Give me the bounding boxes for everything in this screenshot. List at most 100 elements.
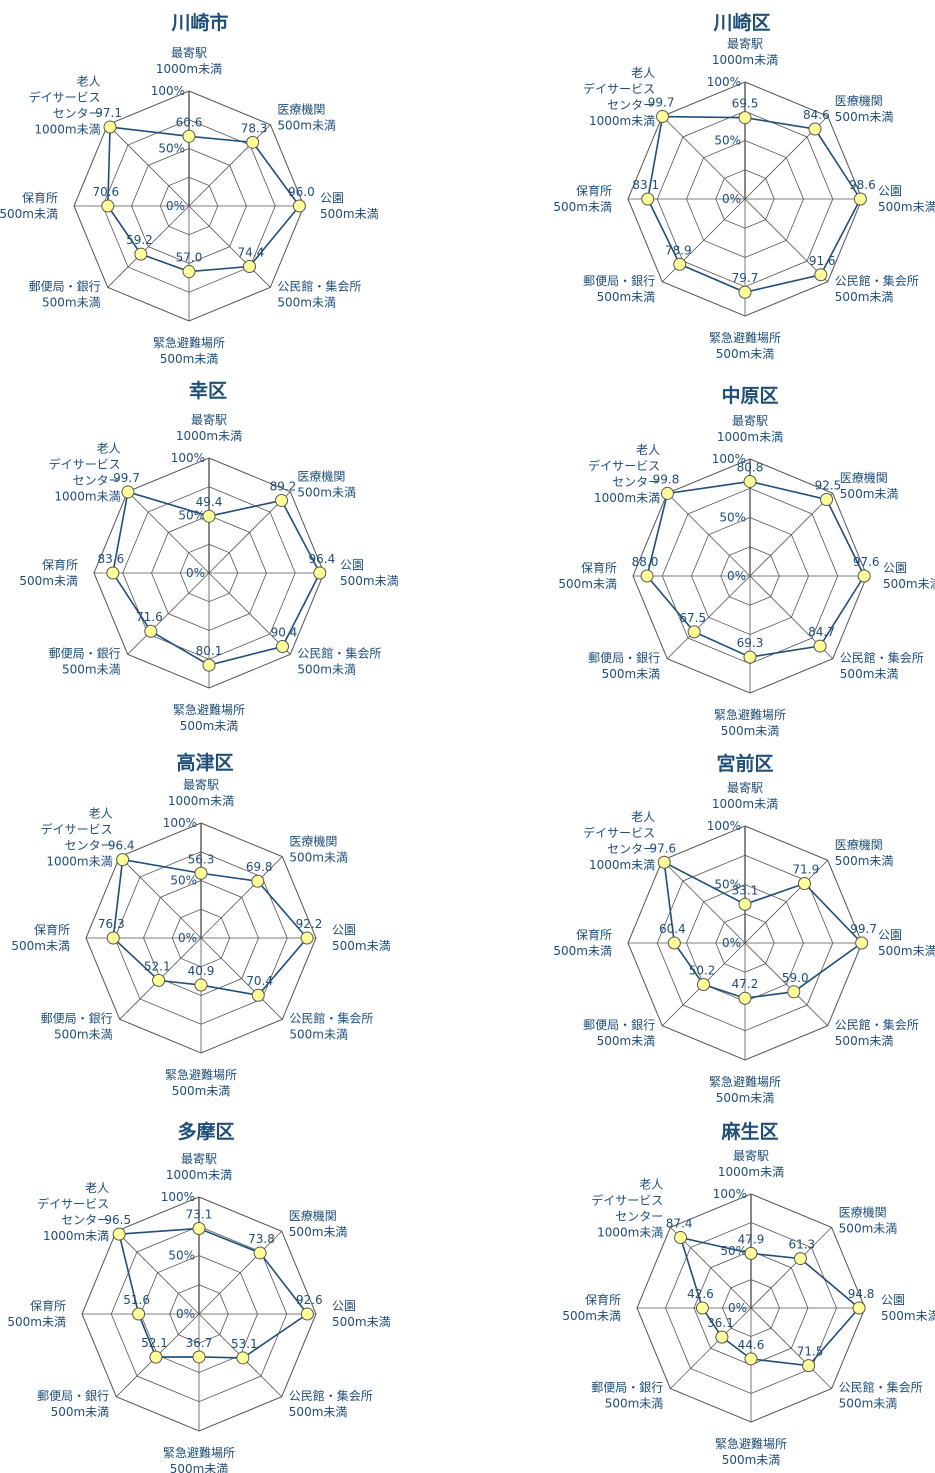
chart-2-ring-label: 0% bbox=[186, 566, 205, 580]
chart-5-axis-label: 保育所 500m未満 bbox=[553, 927, 612, 958]
chart-2-spoke bbox=[127, 491, 210, 574]
chart-4-ring-label: 100% bbox=[163, 816, 197, 830]
chart-3-value-label: 92.5 bbox=[815, 478, 842, 492]
chart-3-ring-label: 100% bbox=[712, 452, 746, 466]
chart-4-value-label: 76.3 bbox=[98, 917, 125, 931]
chart-5-axis-label: 公民館・集会所 500m未満 bbox=[835, 1017, 919, 1048]
chart-1-point bbox=[808, 122, 822, 136]
chart-5-axis-label: 郵便局・銀行 500m未満 bbox=[583, 1018, 655, 1048]
chart-6-axis-label: 郵便局・銀行 500m未満 bbox=[37, 1389, 109, 1419]
chart-3-spoke bbox=[666, 575, 751, 660]
chart-6-value-label: 52.1 bbox=[141, 1336, 168, 1350]
chart-0-value-label: 74.4 bbox=[238, 246, 265, 260]
chart-5-ring-label: 50% bbox=[714, 878, 741, 892]
chart-2-axis-label: 保育所 500m未満 bbox=[19, 557, 78, 588]
chart-5-point bbox=[657, 855, 671, 869]
chart-7-axis-label: 保育所 500m未満 bbox=[562, 1292, 621, 1323]
chart-7-axis-label: 公民館・集会所 500m未満 bbox=[839, 1380, 923, 1411]
chart-3-axis-label: 郵便局・銀行 500m未満 bbox=[588, 651, 660, 681]
chart-4-value-label: 40.9 bbox=[188, 964, 215, 978]
chart-5-point bbox=[787, 985, 801, 999]
chart-7-point bbox=[852, 1301, 866, 1315]
chart-2-point bbox=[202, 509, 216, 523]
chart-6-axis-label: 最寄駅 1000m未満 bbox=[166, 1151, 232, 1182]
chart-0-point bbox=[103, 120, 117, 134]
chart-5-value-label: 50.2 bbox=[689, 964, 716, 978]
chart-3-value-label: 69.3 bbox=[737, 636, 764, 650]
chart-7-axis-label: 緊急避難場所 500m未満 bbox=[715, 1436, 787, 1467]
chart-1-axis-label: 医療機関 500m未満 bbox=[835, 93, 894, 124]
chart-7-point bbox=[744, 1352, 758, 1366]
chart-2-value-label: 83.6 bbox=[98, 552, 125, 566]
chart-2-axis-label: 医療機関 500m未満 bbox=[297, 469, 356, 500]
chart-7-value-label: 42.6 bbox=[687, 1287, 714, 1301]
chart-3-axis-label: 保育所 500m未満 bbox=[558, 560, 617, 591]
chart-5-value-label: 99.7 bbox=[850, 922, 877, 936]
chart-1-point bbox=[814, 268, 828, 282]
chart-5-point bbox=[738, 897, 752, 911]
chart-3-axis-label: 医療機関 500m未満 bbox=[840, 470, 899, 501]
chart-0-value-label: 60.6 bbox=[176, 115, 203, 129]
chart-3-ring-label: 0% bbox=[727, 569, 746, 583]
chart-2-ring-label: 100% bbox=[171, 451, 205, 465]
chart-0-spoke bbox=[188, 205, 271, 288]
chart-1-value-label: 91.6 bbox=[809, 254, 836, 268]
chart-0-point bbox=[182, 265, 196, 279]
chart-6-point bbox=[300, 1307, 314, 1321]
chart-4-point bbox=[116, 853, 130, 867]
chart-2-point bbox=[144, 624, 158, 638]
chart-1-value-label: 69.5 bbox=[732, 97, 759, 111]
chart-6-ring-label: 100% bbox=[161, 1190, 195, 1204]
chart-4-ring-label: 0% bbox=[178, 931, 197, 945]
chart-0-value-label: 59.2 bbox=[126, 233, 153, 247]
chart-7-axis-label: 郵便局・銀行 500m未満 bbox=[591, 1381, 663, 1411]
chart-2-value-label: 49.4 bbox=[196, 495, 223, 509]
chart-7-axis-label: 公園 500m未満 bbox=[881, 1293, 935, 1323]
chart-2-value-label: 89.2 bbox=[270, 479, 297, 493]
chart-3-value-label: 80.8 bbox=[737, 460, 764, 474]
chart-2-point bbox=[275, 493, 289, 507]
chart-6-ring-label: 50% bbox=[168, 1249, 195, 1263]
chart-4-point bbox=[194, 978, 208, 992]
chart-1-value-label: 99.7 bbox=[648, 96, 675, 110]
chart-7-point bbox=[695, 1301, 709, 1315]
chart-6-value-label: 92.6 bbox=[296, 1293, 323, 1307]
chart-5-ring-label: 0% bbox=[722, 936, 741, 950]
chart-5-point bbox=[667, 936, 681, 950]
chart-3-value-label: 67.5 bbox=[679, 611, 706, 625]
chart-1-value-label: 84.6 bbox=[803, 108, 830, 122]
chart-2-axis-label: 老人デイサービスセンター 1000m未満 bbox=[49, 442, 121, 504]
chart-1-axis-label: 最寄駅 1000m未満 bbox=[712, 36, 778, 67]
chart-1-point bbox=[738, 285, 752, 299]
chart-3-point bbox=[743, 650, 757, 664]
chart-5-value-label: 71.9 bbox=[793, 863, 820, 877]
chart-7-value-label: 87.4 bbox=[666, 1217, 693, 1231]
chart-5-value-label: 59.0 bbox=[782, 971, 809, 985]
chart-4-point bbox=[300, 931, 314, 945]
chart-1-value-label: 83.1 bbox=[632, 178, 659, 192]
chart-7-point bbox=[674, 1231, 688, 1245]
chart-4-spoke bbox=[200, 856, 283, 939]
chart-5-point bbox=[738, 991, 752, 1005]
chart-6-axis-label: 緊急避難場所 500m未満 bbox=[163, 1445, 235, 1473]
chart-0-spoke bbox=[107, 124, 190, 207]
chart-3-point bbox=[743, 474, 757, 488]
chart-3-value-label: 84.7 bbox=[808, 625, 835, 639]
chart-2-point bbox=[106, 566, 120, 580]
chart-7-ring-label: 0% bbox=[728, 1301, 747, 1315]
chart-1-axis-label: 郵便局・銀行 500m未満 bbox=[583, 274, 655, 304]
chart-6-axis-label: 公園 500m未満 bbox=[332, 1299, 391, 1329]
chart-3-title: 中原区 bbox=[721, 385, 779, 407]
chart-5-point bbox=[797, 877, 811, 891]
chart-3-value-label: 97.6 bbox=[853, 555, 880, 569]
chart-1-axis-label: 緊急避難場所 500m未満 bbox=[709, 330, 781, 361]
chart-3-axis-label: 老人デイサービスセンター 1000m未満 bbox=[588, 443, 660, 505]
chart-6-value-label: 73.8 bbox=[248, 1232, 275, 1246]
chart-1-value-label: 98.6 bbox=[849, 178, 876, 192]
chart-1-point bbox=[673, 257, 687, 271]
chart-7-axis-label: 医療機関 500m未満 bbox=[839, 1204, 898, 1235]
chart-5-point bbox=[696, 978, 710, 992]
